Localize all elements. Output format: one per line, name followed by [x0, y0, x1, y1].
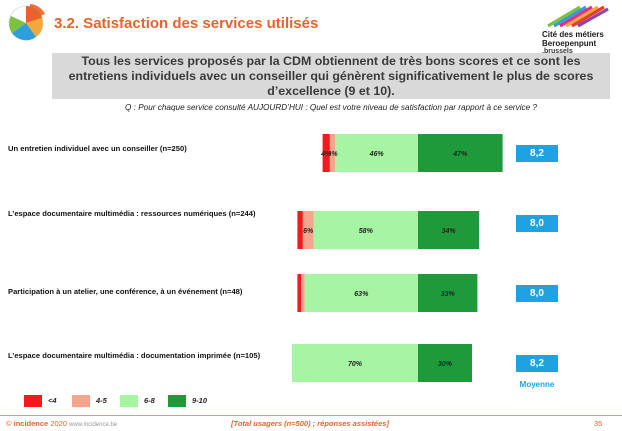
- cite-des-metiers-logo: Cité des métiers Beroepenpunt .brussels: [528, 4, 614, 55]
- data-label: 58%: [359, 228, 374, 235]
- data-label: 3%: [327, 151, 338, 158]
- legend-label: 6-8: [144, 396, 155, 405]
- key-finding-line: entretiens individuels avec un conseille…: [68, 69, 594, 83]
- key-finding-box: Tous les services proposés par la CDM ob…: [52, 53, 610, 99]
- average-score-badge: 8,0: [516, 215, 558, 232]
- bar-segment: [418, 211, 480, 249]
- data-label: 6%: [303, 228, 314, 235]
- average-label: Moyenne: [519, 380, 555, 389]
- legend-swatch: [168, 395, 186, 407]
- footer-divider: [0, 415, 622, 416]
- footer-year: 2020: [50, 419, 68, 428]
- data-label: 63%: [354, 291, 369, 298]
- key-finding-line: d’excellence (9 et 10).: [267, 84, 395, 98]
- bar-segment: [418, 134, 503, 172]
- legend-label: <4: [48, 396, 57, 405]
- data-label: 30%: [438, 361, 453, 368]
- footer-brand-name: incidence: [13, 419, 49, 428]
- key-finding-line: Tous les services proposés par la CDM ob…: [81, 54, 581, 68]
- average-score-badge: 8,2: [516, 145, 558, 162]
- footer-site: www.incidence.be: [69, 422, 118, 428]
- data-label: 33%: [441, 291, 456, 298]
- bar-segment: [329, 134, 336, 172]
- bar-segment: [304, 274, 418, 312]
- bar-segment: [292, 344, 418, 382]
- bar-segment: [302, 211, 314, 249]
- row-label: Un entretien individuel avec un conseill…: [8, 144, 187, 153]
- bar-segment: [418, 274, 478, 312]
- bar-segment: [297, 274, 301, 312]
- legend-label: 9-10: [192, 396, 208, 405]
- slide-title: 3.2. Satisfaction des services utilisés: [54, 15, 319, 32]
- bar-segment: [322, 134, 330, 172]
- legend-swatch: [120, 395, 138, 407]
- bar-segment: [313, 211, 418, 249]
- legend-label: 4-5: [96, 396, 107, 405]
- row-label: L’espace documentaire multimédia : resso…: [8, 209, 256, 218]
- logo-name-line1: Cité des métiers: [542, 30, 604, 39]
- footer-brand: © incidence 2020 www.incidence.be: [6, 419, 117, 428]
- cite-des-metiers-stripes-icon: [547, 5, 609, 28]
- row-label: Participation à un atelier, une conféren…: [8, 287, 243, 296]
- data-label: 70%: [348, 361, 363, 368]
- footer-base-note: [Total usagers (n=500) ; réponses assist…: [231, 419, 389, 428]
- data-label: 47%: [452, 151, 468, 158]
- copyright-icon: ©: [6, 419, 14, 428]
- row-label: L’espace documentaire multimédia : docum…: [8, 351, 261, 360]
- legend-swatch: [72, 395, 90, 407]
- data-label: 46%: [369, 151, 385, 158]
- bar-segment: [297, 211, 303, 249]
- data-label: 34%: [442, 228, 457, 235]
- logo-brand: .brussels: [542, 48, 573, 55]
- survey-question: Q : Pour chaque service consulté AUJOURD…: [125, 103, 537, 112]
- data-label: 4%: [320, 151, 332, 158]
- legend-swatch: [24, 395, 42, 407]
- logo-name-line2: Beroepenpunt: [542, 39, 597, 48]
- average-score-badge: 8,0: [516, 285, 558, 302]
- average-score-badge: 8,2: [516, 355, 558, 372]
- bar-segment: [335, 134, 418, 172]
- incidence-pie-logo-icon: [8, 4, 45, 41]
- bar-segment: [418, 344, 472, 382]
- bar-segment: [301, 274, 305, 312]
- page-number: 35: [594, 419, 603, 428]
